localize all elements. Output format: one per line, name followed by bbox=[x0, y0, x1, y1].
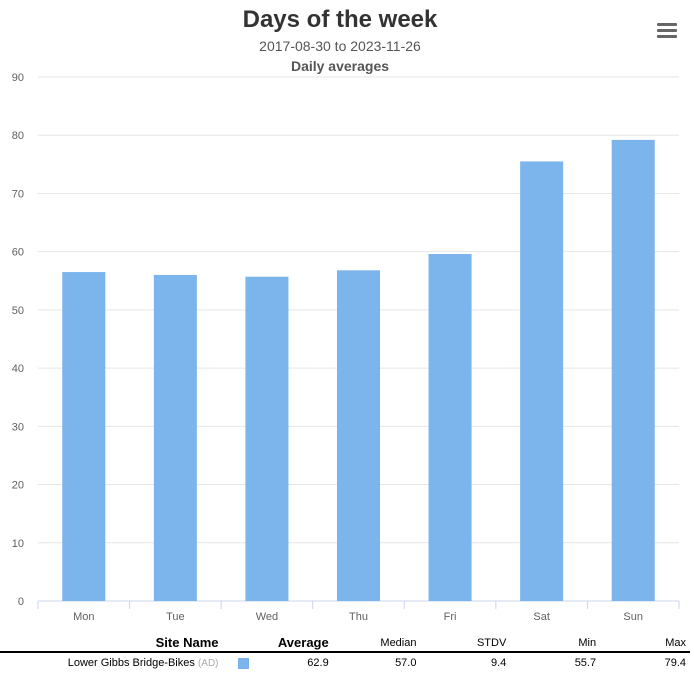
y-tick-label: 60 bbox=[12, 247, 24, 259]
max-cell: 79.4 bbox=[664, 657, 686, 669]
chart-subtitle: 2017-08-30 to 2023-11-26 bbox=[259, 38, 421, 54]
y-tick-label: 10 bbox=[12, 538, 24, 550]
stats-table: Site Name Average Median STDV Min Max Lo… bbox=[0, 634, 690, 673]
table-row: Lower Gibbs Bridge-Bikes (AD) 62.9 57.0 … bbox=[0, 652, 690, 673]
site-code: (AD) bbox=[197, 658, 219, 669]
y-tick-label: 50 bbox=[12, 305, 24, 317]
site-name-cell: Lower Gibbs Bridge-Bikes (AD) bbox=[0, 652, 223, 673]
header-color bbox=[222, 634, 254, 653]
x-tick-label: Mon bbox=[73, 611, 94, 623]
chart-caption: Daily averages bbox=[290, 58, 390, 74]
bar bbox=[62, 272, 106, 601]
y-tick-label: 70 bbox=[12, 188, 24, 200]
header-max: Max bbox=[600, 634, 690, 653]
header-median: Median bbox=[332, 634, 421, 653]
median-cell: 57.0 bbox=[395, 657, 417, 669]
y-tick-label: 40 bbox=[12, 363, 24, 375]
stdv-cell: 9.4 bbox=[491, 657, 507, 669]
y-tick-label: 30 bbox=[12, 421, 24, 433]
y-tick-label: 80 bbox=[12, 130, 24, 142]
series-color-swatch bbox=[238, 657, 250, 669]
bar bbox=[336, 270, 381, 601]
min-cell: 55.7 bbox=[574, 657, 597, 669]
bar bbox=[428, 253, 472, 602]
average-cell: 62.9 bbox=[307, 657, 329, 669]
x-tick-label: Sun bbox=[623, 611, 643, 623]
bar bbox=[153, 274, 197, 601]
bar-chart: 0 10 20 30 40 50 60 70 80 90 Mon Tue Wed Thu Fri Sat Sun bbox=[12, 72, 680, 623]
y-tick-label: 90 bbox=[12, 72, 24, 84]
chart-title: Days of the week bbox=[242, 6, 438, 33]
x-tick-label: Thu bbox=[349, 611, 368, 623]
y-tick-label: 0 bbox=[18, 596, 24, 608]
x-tick-label: Fri bbox=[444, 611, 457, 623]
hamburger-menu-icon[interactable] bbox=[657, 23, 677, 41]
x-tick-label: Tue bbox=[166, 611, 185, 623]
header-min: Min bbox=[510, 634, 601, 653]
stats-header-row: Site Name Average Median STDV Min Max bbox=[0, 634, 690, 653]
bar bbox=[611, 139, 655, 601]
site-name: Lower Gibbs Bridge-Bikes bbox=[67, 657, 195, 669]
x-tick-label: Sat bbox=[533, 611, 550, 623]
header-site-name: Site Name bbox=[0, 634, 223, 653]
header-stdv: STDV bbox=[420, 634, 511, 653]
bar bbox=[520, 161, 564, 601]
header-average: Average bbox=[253, 634, 333, 653]
y-tick-label: 20 bbox=[12, 480, 24, 492]
bar bbox=[245, 276, 289, 601]
series-color-cell bbox=[223, 652, 254, 673]
x-tick-label: Wed bbox=[256, 611, 278, 623]
